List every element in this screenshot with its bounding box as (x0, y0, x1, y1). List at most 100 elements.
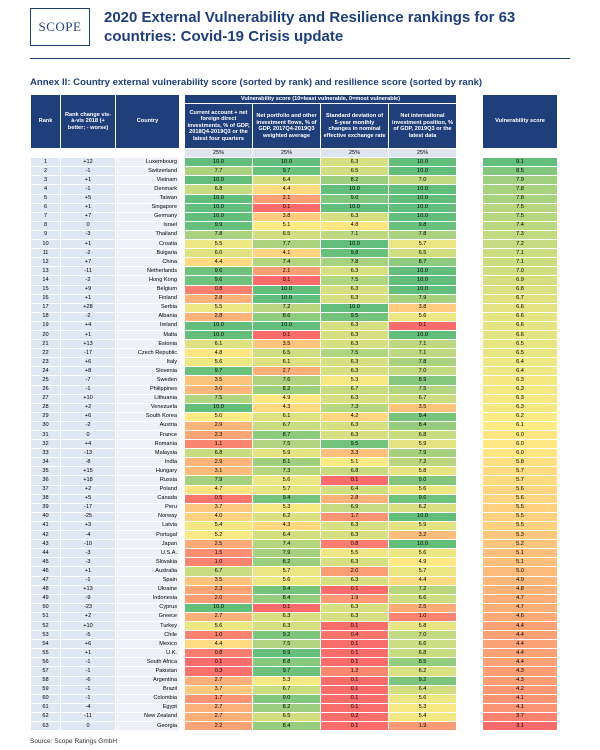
score-cell: 6.3 (320, 420, 389, 432)
spacer (456, 311, 483, 322)
vulnerability-score: 7.9 (482, 175, 558, 186)
rank: 21 (30, 339, 61, 350)
score-cell: 7.9 (388, 448, 457, 459)
country: Colombia (115, 693, 180, 704)
country: Peru (115, 502, 180, 513)
rank-change: +15 (60, 466, 116, 477)
rank: 50 (30, 602, 61, 613)
data-row: 57 -1 Pakistan 0.3 9.7 1.2 6.2 4.3 (30, 666, 558, 677)
score-cell: 3.8 (252, 211, 321, 222)
rank: 27 (30, 393, 61, 404)
spacer (456, 666, 483, 677)
data-row: 48 +13 Ukraine 2.3 9.4 0.1 7.2 4.8 (30, 584, 558, 595)
vulnerability-score: 5.6 (482, 493, 558, 504)
score-cell: 0.1 (320, 639, 389, 650)
score-cell: 2.0 (320, 566, 389, 577)
vulnerability-score: 6.6 (482, 320, 558, 331)
score-cell: 2.3 (184, 429, 253, 441)
country: Venezuela (115, 402, 180, 413)
score-cell: 2.7 (252, 366, 321, 377)
rank-change: -1 (60, 166, 116, 177)
score-cell: 6.5 (320, 166, 389, 177)
score-cell: 6.8 (320, 466, 389, 477)
score-cell: 5.8 (388, 466, 457, 477)
score-cell: 6.3 (320, 530, 389, 541)
rank-change: +4 (60, 320, 116, 331)
score-cell: 2.7 (184, 675, 253, 686)
score-cell: 9.7 (252, 666, 321, 677)
data-row: 59 -1 Brazil 3.7 6.7 0.1 6.4 4.2 (30, 684, 558, 695)
weight: 25% (320, 148, 389, 159)
rank: 34 (30, 457, 61, 468)
vulnerability-score: 5.6 (482, 484, 558, 495)
rank-change: +6 (60, 639, 116, 650)
score-cell: 10.0 (388, 539, 457, 550)
score-cell: 7.8 (320, 257, 389, 268)
vulnerability-score: 6.1 (482, 420, 558, 432)
country: Austria (115, 420, 180, 432)
rank: 25 (30, 375, 61, 386)
score-cell: 5.9 (388, 520, 457, 532)
vulnerability-score: 4.4 (482, 630, 558, 641)
rank: 11 (30, 248, 61, 259)
score-cell: 6.3 (252, 620, 321, 632)
score-cell: 8.7 (252, 429, 321, 441)
country: Lithuania (115, 393, 180, 404)
score-cell: 3.7 (184, 684, 253, 695)
country: Greece (115, 611, 180, 622)
rank: 44 (30, 548, 61, 559)
vulnerability-score: 5.7 (482, 466, 558, 477)
score-cell: 9.7 (184, 366, 253, 377)
rank-change: 0 (60, 220, 116, 231)
data-row: 11 -2 Bulgaria 6.0 4.1 9.8 6.5 7.1 (30, 248, 558, 259)
score-cell: 6.5 (252, 229, 321, 241)
spacer (456, 475, 483, 486)
score-cell: 10.0 (388, 284, 457, 295)
rank: 2 (30, 166, 61, 177)
spacer (456, 375, 483, 386)
rank: 45 (30, 557, 61, 568)
data-row: 25 -7 Sweden 3.5 7.6 5.3 8.9 6.3 (30, 375, 558, 386)
vulnerability-score: 4.1 (482, 702, 558, 713)
rank-change: +28 (60, 302, 116, 313)
data-row: 31 0 France 2.3 8.7 6.3 6.8 6.0 (30, 429, 558, 441)
score-cell: 4.9 (388, 557, 457, 568)
spacer (456, 93, 483, 150)
score-cell: 10.0 (184, 402, 253, 413)
title: 2020 External Vulnerability and Resilien… (104, 9, 516, 45)
score-cell: 0.1 (252, 202, 321, 213)
rank: 52 (30, 620, 61, 632)
spacer (456, 357, 483, 368)
score-cell: 6.6 (388, 593, 457, 604)
country: Switzerland (115, 166, 180, 177)
score-cell: 6.3 (320, 320, 389, 331)
vulnerability-score: 4.4 (482, 648, 558, 659)
score-cell: 8.2 (252, 702, 321, 713)
score-cell: 9.7 (252, 166, 321, 177)
score-cell: 2.1 (252, 266, 321, 277)
score-cell: 9.6 (388, 493, 457, 504)
country: Italy (115, 357, 180, 368)
weight: 25% (388, 148, 457, 159)
score-cell: 9.4 (252, 493, 321, 504)
score-cell: 6.5 (252, 348, 321, 359)
rank: 47 (30, 575, 61, 586)
spacer (456, 220, 483, 231)
country: India (115, 457, 180, 468)
spacer (456, 484, 483, 495)
score-cell: 9.6 (184, 275, 253, 286)
country: Croatia (115, 239, 180, 250)
score-cell: 7.3 (252, 466, 321, 477)
spacer (456, 657, 483, 668)
spacer (456, 284, 483, 295)
score-cell: 0.3 (184, 666, 253, 677)
spacer (456, 275, 483, 286)
vulnerability-score: 4.9 (482, 575, 558, 586)
country: Vietnam (115, 175, 180, 186)
column-header: Rank (30, 93, 61, 150)
country: New Zealand (115, 711, 180, 723)
score-cell: 10.0 (388, 266, 457, 277)
rank: 51 (30, 611, 61, 622)
score-cell: 4.7 (184, 484, 253, 495)
